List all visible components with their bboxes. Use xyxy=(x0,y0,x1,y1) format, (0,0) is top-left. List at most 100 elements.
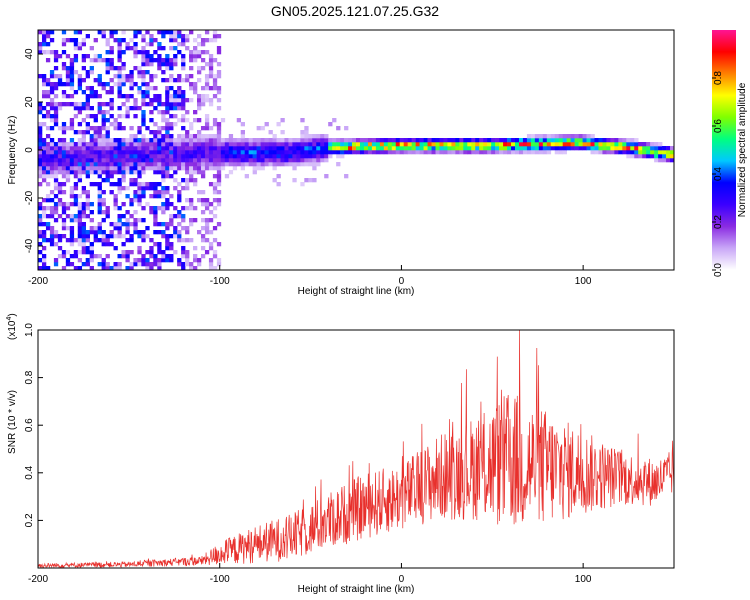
spectrogram-cell xyxy=(73,58,79,63)
spectrogram-cell xyxy=(300,134,305,139)
spectrogram-cell xyxy=(85,102,90,107)
spectrogram-cell xyxy=(177,258,182,263)
spectrogram-cell xyxy=(81,190,86,195)
spectrogram-cell xyxy=(606,146,611,151)
spectrogram-cell xyxy=(594,142,599,147)
spectrogram-cell xyxy=(117,266,122,271)
spectrogram-cell xyxy=(38,102,43,107)
spectrogram-cell xyxy=(149,62,154,67)
spectrogram-cell xyxy=(57,182,63,187)
spectrogram-cell xyxy=(336,142,341,147)
spectrogram-cell xyxy=(153,206,158,211)
spectrogram-cell xyxy=(415,146,420,151)
spectrogram-cell xyxy=(125,266,130,271)
spectrogram-cell xyxy=(81,262,86,267)
spectrogram-cell xyxy=(646,154,651,159)
spectrogram-cell xyxy=(81,146,86,151)
spectrogram-cell xyxy=(200,190,206,195)
spectrogram-cell xyxy=(193,178,198,183)
spectrogram-cell xyxy=(658,154,663,159)
spectrogram-cell xyxy=(375,138,381,143)
spectrogram-cell xyxy=(189,166,194,171)
spectrogram-cell xyxy=(101,30,106,35)
spectrogram-cell xyxy=(189,146,194,151)
spectrogram-cell xyxy=(129,238,134,243)
spectrogram-cell xyxy=(89,66,94,71)
spectrogram-cell xyxy=(57,102,63,107)
spectrogram-cell xyxy=(427,142,432,147)
spectrogram-cell xyxy=(41,222,47,227)
spectrogram-cell xyxy=(185,130,190,135)
spectrogram-cell xyxy=(177,190,182,195)
spectrogram-cell xyxy=(133,54,138,59)
spectrogram-cell xyxy=(97,94,102,99)
spectrogram-cell xyxy=(85,258,90,263)
spectrogram-cell xyxy=(117,158,122,163)
spectrogram-cell xyxy=(149,250,154,255)
spectrogram-cell xyxy=(101,266,106,271)
spectrogram-cell xyxy=(45,238,51,243)
spectrogram-cell xyxy=(113,146,118,151)
spectrogram-cell xyxy=(97,138,102,143)
spectrogram-cell xyxy=(153,258,158,263)
spectrogram-cell xyxy=(141,90,146,95)
spectrogram-cell xyxy=(133,134,138,139)
spectrogram-cell xyxy=(177,182,182,187)
spectrogram-cell xyxy=(260,126,265,131)
spectrogram-cell xyxy=(558,134,564,139)
spectrogram-cell xyxy=(38,162,43,167)
spectrogram-cell xyxy=(292,166,297,171)
spectrogram-cell xyxy=(161,58,166,63)
spectrogram-cell xyxy=(89,202,94,207)
spectrogram-cell xyxy=(81,242,86,247)
spectrogram-cell xyxy=(117,214,122,219)
spectrogram-cell xyxy=(189,238,194,243)
spectrogram-cell xyxy=(125,142,130,147)
spectrogram-cell xyxy=(41,170,47,175)
spectrogram-cell xyxy=(117,254,122,259)
spectrogram-cell xyxy=(149,54,154,59)
spectrogram-cell xyxy=(38,126,43,131)
spectrogram-cell xyxy=(85,206,90,211)
spectrogram-cell xyxy=(117,82,122,87)
spectrogram-cell xyxy=(208,58,214,63)
spectrogram-cell xyxy=(141,78,146,83)
spectrogram-cell xyxy=(133,106,138,111)
spectrogram-cell xyxy=(292,178,297,183)
spectrogram-cell xyxy=(566,146,571,151)
spectrogram-cell xyxy=(165,254,170,259)
spectrogram-cell xyxy=(296,150,301,155)
spectrogram-cell xyxy=(141,238,146,243)
spectrogram-cell xyxy=(153,230,158,235)
spectrogram-cell xyxy=(101,58,106,63)
spectrogram-cell xyxy=(200,226,206,231)
spectrogram-cell xyxy=(61,138,67,143)
spectrogram-cell xyxy=(193,90,198,95)
spectrogram-cell xyxy=(189,30,194,35)
spectrogram-cell xyxy=(193,150,198,155)
spectrogram-cell xyxy=(626,154,631,159)
spectrogram-cell xyxy=(562,146,567,151)
spectrogram-cell xyxy=(97,54,102,59)
spectrogram-cell xyxy=(89,86,94,91)
snr-y-tick-label: 1.0 xyxy=(24,323,35,337)
spectrogram-cell xyxy=(41,214,47,219)
spectrogram-cell xyxy=(161,174,166,179)
spectrogram-cell xyxy=(121,202,126,207)
spectrogram-cell xyxy=(81,90,86,95)
spectrogram-cell xyxy=(642,142,647,147)
colorbar-tick-label: 0.2 xyxy=(713,215,724,229)
spectrogram-cell xyxy=(133,30,138,35)
spectrogram-cell xyxy=(97,150,102,155)
spectrogram-cell xyxy=(117,154,122,159)
spectrogram-cell xyxy=(61,222,67,227)
spectrogram-cell xyxy=(336,146,341,151)
spectrogram-cell xyxy=(65,126,71,131)
spectrogram-cell xyxy=(38,50,43,55)
spectrogram-cell xyxy=(109,166,114,171)
spectrogram-cell xyxy=(228,158,234,163)
spectrogram-cell xyxy=(407,146,412,151)
spectrogram-cell xyxy=(177,222,182,227)
spectrogram-cell xyxy=(97,238,102,243)
spectrogram-cell xyxy=(41,238,47,243)
